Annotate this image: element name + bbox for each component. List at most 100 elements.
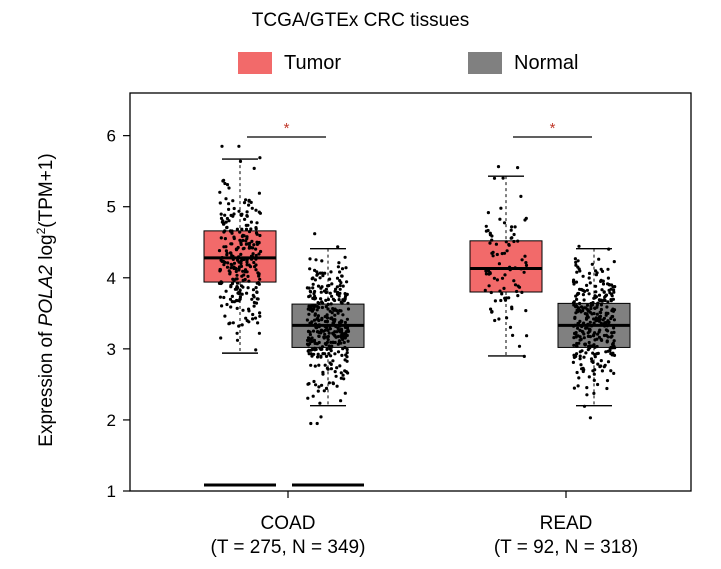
data-point	[336, 293, 339, 296]
data-point	[579, 339, 582, 342]
data-point	[235, 274, 238, 277]
data-point	[308, 339, 311, 342]
data-point	[227, 202, 230, 205]
data-point	[509, 326, 512, 329]
data-point	[241, 309, 244, 312]
data-point	[245, 224, 248, 227]
data-point	[337, 350, 340, 353]
data-point	[516, 166, 519, 169]
data-point	[249, 227, 252, 230]
data-point	[578, 269, 581, 272]
data-point	[585, 312, 588, 315]
data-point	[336, 277, 339, 280]
box-tumor	[470, 241, 542, 292]
data-point	[502, 287, 505, 290]
data-point	[587, 309, 590, 312]
data-point	[592, 312, 595, 315]
data-point	[597, 352, 600, 355]
data-point	[316, 422, 319, 425]
data-point	[573, 300, 576, 303]
data-point	[610, 336, 613, 339]
data-point	[317, 285, 320, 288]
data-point	[338, 270, 341, 273]
data-point	[224, 197, 227, 200]
data-point	[611, 315, 614, 318]
data-point	[507, 296, 510, 299]
data-point	[232, 321, 235, 324]
data-point	[317, 364, 320, 367]
data-point	[240, 284, 243, 287]
data-point	[311, 286, 314, 289]
data-point	[257, 281, 260, 284]
data-point	[502, 177, 505, 180]
data-point	[323, 336, 326, 339]
data-point	[333, 299, 336, 302]
data-point	[258, 192, 261, 195]
data-point	[230, 263, 233, 266]
data-point	[601, 369, 604, 372]
data-point	[577, 376, 580, 379]
data-point	[606, 268, 609, 271]
data-point	[330, 295, 333, 298]
x-category-counts: (T = 275, N = 349)	[178, 536, 398, 560]
box-plot: 123456 * *	[0, 0, 721, 569]
data-point	[312, 380, 315, 383]
data-point	[344, 392, 347, 395]
data-point	[490, 291, 493, 294]
significance-star: *	[550, 120, 556, 137]
data-point	[242, 273, 245, 276]
data-point	[602, 298, 605, 301]
data-point	[345, 280, 348, 283]
data-point	[218, 191, 221, 194]
data-point	[223, 214, 226, 217]
data-point	[229, 266, 232, 269]
data-point	[609, 352, 612, 355]
data-point	[523, 355, 526, 358]
x-category-name: READ	[456, 512, 676, 536]
data-point	[252, 288, 255, 291]
data-point	[577, 306, 580, 309]
data-point	[516, 294, 519, 297]
data-point	[600, 339, 603, 342]
data-point	[577, 384, 580, 387]
data-point	[586, 289, 589, 292]
data-point	[589, 416, 592, 419]
data-point	[326, 316, 329, 319]
data-point	[253, 265, 256, 268]
data-point	[251, 313, 254, 316]
data-point	[333, 334, 336, 337]
data-point	[493, 277, 496, 280]
data-point	[574, 261, 577, 264]
data-point	[218, 249, 221, 252]
data-point	[490, 234, 493, 237]
data-point	[332, 382, 335, 385]
data-point	[516, 240, 519, 243]
data-point	[312, 292, 315, 295]
data-point	[246, 263, 249, 266]
data-point	[580, 367, 583, 370]
data-point	[325, 387, 328, 390]
data-point	[220, 304, 223, 307]
data-point	[582, 332, 585, 335]
data-point	[519, 195, 522, 198]
data-point	[510, 307, 513, 310]
data-point	[328, 278, 331, 281]
y-tick-label: 4	[107, 269, 116, 288]
data-point	[309, 333, 312, 336]
data-point	[493, 177, 496, 180]
data-point	[607, 360, 610, 363]
data-point	[347, 340, 350, 343]
data-point	[590, 357, 593, 360]
data-point	[319, 415, 322, 418]
data-point	[490, 239, 493, 242]
data-point	[334, 370, 337, 373]
data-point	[572, 344, 575, 347]
data-point	[591, 344, 594, 347]
data-point	[510, 236, 513, 239]
data-point	[607, 248, 610, 251]
data-point	[585, 393, 588, 396]
data-point	[333, 352, 336, 355]
data-point	[252, 261, 255, 264]
data-point	[329, 317, 332, 320]
data-point	[588, 272, 591, 275]
